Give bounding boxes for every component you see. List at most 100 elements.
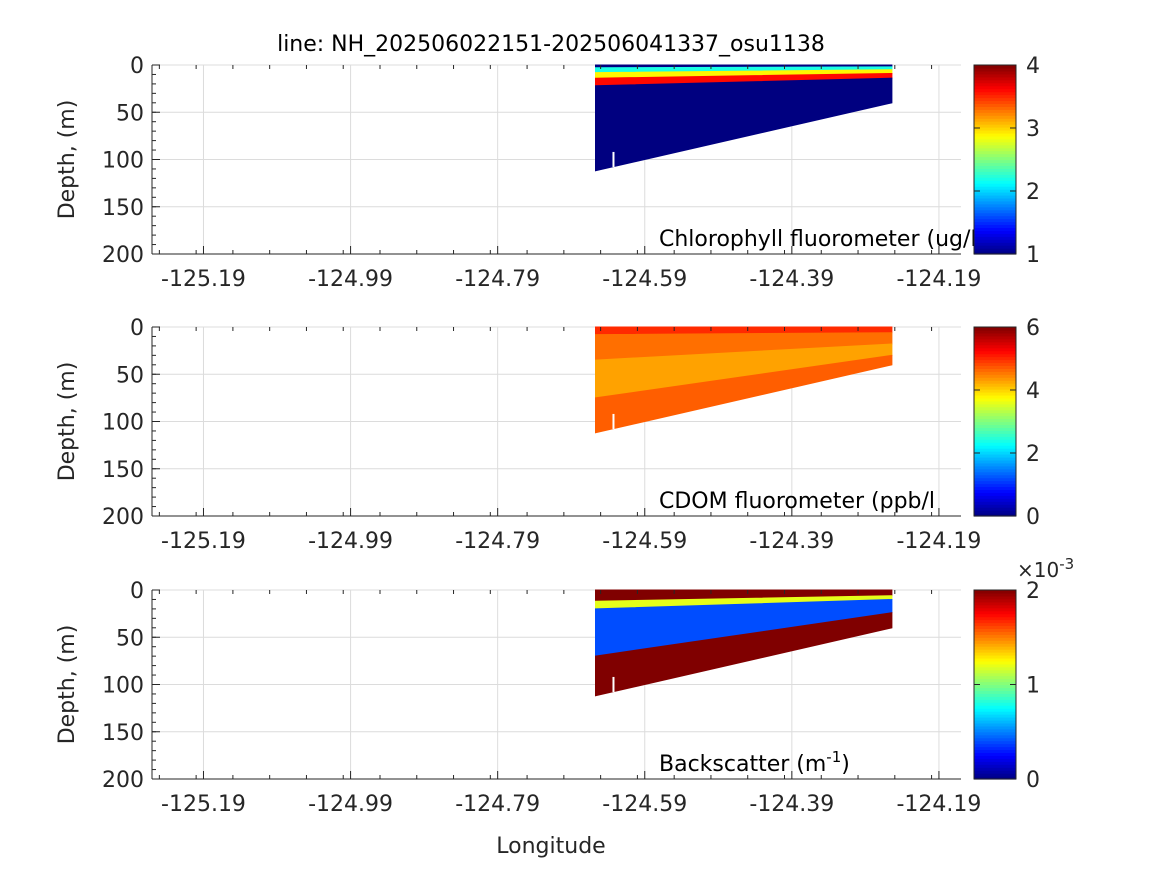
colorbar-strip (974, 383, 1016, 387)
x-tick-label: -124.79 (455, 267, 540, 292)
colorbar-strip (974, 714, 1016, 718)
colorbar-strip (974, 397, 1016, 402)
colorbar-strip (974, 186, 1016, 190)
colorbar-strip (974, 135, 1016, 140)
colorbar-strip (974, 728, 1016, 733)
figure-title: line: NH_202506022151-202506041337_osu11… (277, 32, 825, 57)
section-layer-3 (595, 354, 893, 434)
colorbar-strip (974, 758, 1016, 762)
section-layer-3 (595, 612, 893, 697)
colorbar-strip (974, 643, 1016, 647)
colorbar-strip (974, 394, 1016, 399)
colorbar-strip (974, 391, 1016, 396)
colorbar-strip (974, 607, 1016, 612)
colorbar-strip (974, 165, 1016, 169)
colorbar-strip (974, 156, 1016, 161)
colorbar-strip (974, 344, 1016, 349)
colorbar-strip (974, 498, 1016, 502)
x-tick-label: -124.19 (896, 792, 981, 817)
colorbar-exponent-base: ×10 (1017, 558, 1059, 582)
colorbar-strip (974, 224, 1016, 229)
colorbar-strip (974, 91, 1016, 96)
colorbar-strip (974, 513, 1016, 517)
colorbar-strip (974, 734, 1016, 739)
panels: -125.19 -124.99 -124.79 -124.59 -124.39 -124.… (55, 54, 1074, 817)
colorbar-strip (974, 356, 1016, 361)
colorbar-strip (974, 731, 1016, 736)
colorbar-strip (974, 327, 1016, 331)
colorbar-strip (974, 708, 1016, 712)
colorbar-strip (974, 672, 1016, 677)
colorbar-strip (974, 191, 1016, 196)
panel-annotation: Chlorophyll fluorometer (ug/L) (659, 227, 991, 252)
colorbar-strip (974, 335, 1016, 340)
colorbar-strip (974, 368, 1016, 372)
colorbar-strip (974, 88, 1016, 93)
colorbar-strip (974, 406, 1016, 411)
colorbar-strip (974, 109, 1016, 113)
colorbar-strip (974, 451, 1016, 455)
colorbar-strip (974, 418, 1016, 423)
annotation-text: Chlorophyll fluorometer (ug/L) (659, 227, 991, 252)
colorbar-strip (974, 761, 1016, 765)
colorbar-strip (974, 634, 1016, 638)
y-axis-label: Depth, (m) (55, 625, 80, 745)
colorbar-strip (974, 595, 1016, 600)
colorbar-strip (974, 215, 1016, 220)
x-tick-label: -125.19 (161, 267, 246, 292)
colorbar-strip (974, 660, 1016, 665)
colorbar-strip (974, 690, 1016, 694)
colorbar-strip (974, 168, 1016, 172)
x-tick-label: -124.19 (896, 267, 981, 292)
section-layer-4 (595, 77, 893, 172)
colorbar-strip (974, 604, 1016, 609)
colorbar-strip (974, 436, 1016, 440)
y-tick-label: 0 (130, 54, 144, 79)
colorbar-strip (974, 699, 1016, 703)
colorbar-strip (974, 200, 1016, 205)
colorbar-strip (974, 430, 1016, 434)
colorbar-strip (974, 681, 1016, 686)
colorbar-strip (974, 752, 1016, 756)
colorbar-strip (974, 722, 1016, 727)
x-tick-label: -124.39 (749, 529, 834, 554)
colorbar-strip (974, 684, 1016, 689)
y-tick-label: 0 (130, 579, 144, 604)
colorbar-strip (974, 453, 1016, 458)
colorbar-strip (974, 483, 1016, 488)
colorbar-strip (974, 94, 1016, 99)
colorbar-strip (974, 471, 1016, 476)
x-tick-label: -124.39 (749, 792, 834, 817)
y-tick-label: 150 (102, 458, 144, 483)
colorbar-strip (974, 675, 1016, 680)
colorbar-strip (974, 625, 1016, 629)
colorbar-strip (974, 489, 1016, 493)
colorbar-tick-label: 6 (1026, 316, 1040, 341)
panel-annotation: Backscatter (m-1) (659, 748, 850, 777)
colorbar-strip (974, 687, 1016, 692)
colorbar-strip (974, 389, 1016, 393)
colorbar-strip (974, 628, 1016, 632)
colorbar-strip (974, 82, 1016, 87)
colorbar-strip (974, 194, 1016, 199)
colorbar-strip (974, 637, 1016, 641)
colorbar-strip (974, 174, 1016, 178)
colorbar-strip (974, 403, 1016, 408)
colorbar-tick-label: 0 (1026, 768, 1040, 793)
colorbar-strip (974, 248, 1016, 252)
colorbar-strip (974, 362, 1016, 366)
colorbar-strip (974, 462, 1016, 467)
colorbar-strip (974, 197, 1016, 202)
colorbar-strip (974, 480, 1016, 485)
colorbar-strip (974, 162, 1016, 167)
colorbar-strip (974, 132, 1016, 137)
colorbar-strip (974, 601, 1016, 606)
colorbar-tick-label: 2 (1026, 579, 1040, 604)
colorbar-strip (974, 477, 1016, 482)
y-axis-label: Depth, (m) (55, 362, 80, 482)
panel-backscatter: -125.19 -124.99 -124.79 -124.59 -124.39 -124.… (55, 555, 1074, 817)
colorbar-strip (974, 492, 1016, 496)
colorbar-strip (974, 127, 1016, 131)
colorbar-tick-label: 4 (1026, 379, 1040, 404)
colorbar-strip (974, 203, 1016, 208)
